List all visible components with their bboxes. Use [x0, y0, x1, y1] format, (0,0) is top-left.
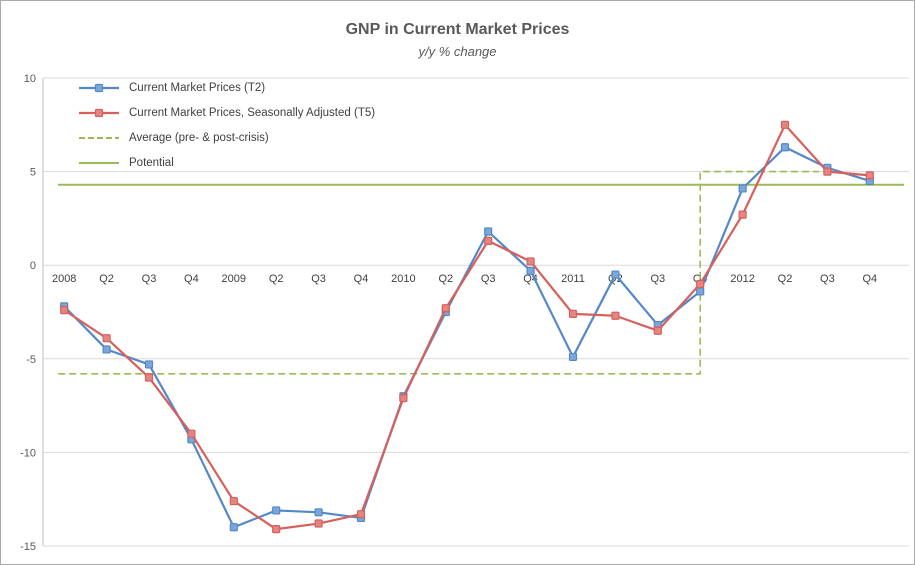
- chart-subtitle: y/y % change: [418, 44, 497, 59]
- series-marker: [60, 306, 69, 315]
- legend-item-3: Potential: [77, 156, 375, 170]
- series-marker: [272, 525, 281, 534]
- x-tick-label: 2008: [52, 273, 76, 285]
- series-marker: [611, 270, 620, 279]
- legend-label: Current Market Prices, Seasonally Adjust…: [129, 107, 376, 119]
- x-tick-label: 2010: [391, 273, 415, 285]
- series-marker: [611, 311, 620, 320]
- series-marker: [187, 429, 196, 438]
- x-tick-label: Q2: [99, 273, 114, 285]
- series-marker: [738, 184, 747, 193]
- legend-item-0: Current Market Prices (T2): [77, 81, 375, 95]
- y-tick-label: -15: [20, 541, 36, 553]
- series-marker: [865, 171, 874, 180]
- series-marker: [314, 508, 323, 517]
- legend-key-marker-icon: [79, 83, 119, 93]
- series-marker: [144, 373, 154, 382]
- x-tick-label: Q2: [269, 273, 284, 285]
- y-tick-label: 0: [30, 260, 36, 272]
- y-tick-label: 10: [24, 73, 36, 85]
- chart-title: GNP in Current Market Prices: [345, 21, 570, 38]
- legend-item-2: Average (pre- & post-crisis): [77, 131, 375, 145]
- x-tick-label: Q3: [820, 273, 835, 285]
- legend-label: Potential: [129, 157, 174, 169]
- x-tick-label: Q4: [354, 273, 369, 285]
- series-marker: [272, 506, 281, 515]
- legend-key-dashed-icon: [79, 137, 119, 139]
- series-marker: [653, 326, 662, 335]
- series-marker: [229, 496, 238, 506]
- series-marker: [484, 227, 493, 236]
- series-marker: [738, 210, 747, 219]
- x-tick-label: Q2: [778, 273, 793, 285]
- series-marker: [696, 287, 705, 296]
- y-tick-label: -5: [26, 354, 36, 366]
- series-marker: [399, 394, 408, 403]
- series-marker: [102, 345, 111, 354]
- series-marker: [823, 167, 832, 176]
- series-marker: [441, 304, 450, 313]
- legend-label: Average (pre- & post-crisis): [129, 132, 269, 144]
- series-line-1: [63, 123, 871, 531]
- legend-marker: [94, 83, 104, 93]
- series-marker: [484, 236, 493, 245]
- x-tick-label: Q2: [438, 273, 453, 285]
- x-tick-label: 2009: [222, 273, 246, 285]
- x-tick-label: Q4: [862, 273, 877, 285]
- series-marker: [102, 334, 111, 343]
- y-tick-label: -10: [20, 447, 36, 459]
- series-marker: [526, 257, 535, 266]
- series-marker: [780, 120, 790, 129]
- x-tick-label: Q3: [311, 273, 326, 285]
- legend-marker: [94, 108, 104, 118]
- x-tick-label: Q4: [184, 273, 199, 285]
- series-marker: [780, 143, 790, 152]
- series-marker: [356, 510, 366, 519]
- series-marker: [144, 360, 154, 369]
- legend-key-solid-icon: [79, 162, 119, 164]
- x-tick-label: 2012: [730, 273, 754, 285]
- x-tick-label: 2011: [561, 273, 585, 285]
- series-marker: [696, 279, 705, 289]
- x-tick-label: Q3: [142, 273, 157, 285]
- series-marker: [568, 352, 578, 362]
- legend-label: Current Market Prices (T2): [129, 82, 266, 94]
- series-marker: [314, 519, 323, 528]
- x-tick-label: Q3: [650, 273, 665, 285]
- legend: Current Market Prices (T2) Current Market…: [77, 81, 375, 170]
- y-tick-label: 5: [30, 167, 36, 179]
- legend-key-marker-icon: [79, 108, 119, 118]
- series-marker: [526, 266, 535, 275]
- series-marker: [568, 309, 578, 318]
- series-line-0: [63, 146, 871, 529]
- series-marker: [229, 523, 238, 532]
- legend-item-1: Current Market Prices, Seasonally Adjust…: [77, 106, 375, 120]
- x-tick-label: Q3: [481, 273, 496, 285]
